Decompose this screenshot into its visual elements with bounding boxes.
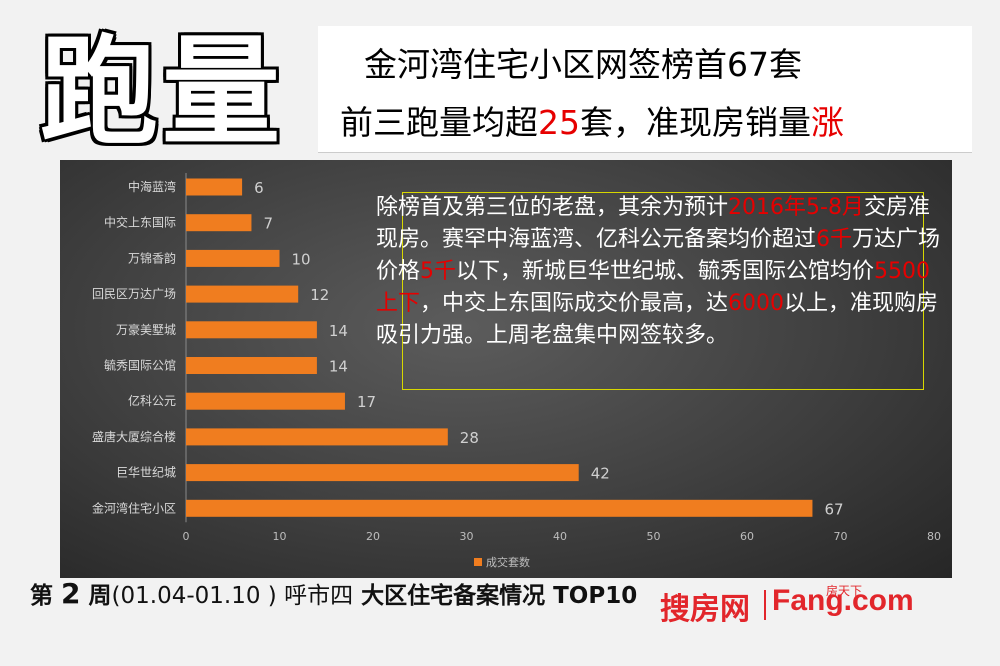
big-title: 跑量 xyxy=(40,23,285,161)
x-tick-label: 20 xyxy=(366,530,380,543)
data-label: 17 xyxy=(357,393,376,411)
headline-2d: 涨 xyxy=(811,103,844,142)
note-p11: 以上，准现购房吸引力强。上周老盘集中网签较多。 xyxy=(376,291,939,348)
headline-box: 金河湾住宅小区网签榜首67套 前三跑量均超25套，准现房销量涨 xyxy=(318,26,972,153)
category-label: 回民区万达广场 xyxy=(92,287,176,301)
caption-city: 呼市四 xyxy=(276,583,354,609)
logo-en: Fang.com xyxy=(772,584,914,617)
headline-2c: 套，准现房销量 xyxy=(580,103,811,142)
bar xyxy=(186,285,299,303)
note-p6: 5千 xyxy=(420,259,457,284)
note-box xyxy=(402,192,924,390)
note-p10: 6000 xyxy=(728,291,785,316)
data-label: 14 xyxy=(329,358,348,376)
bar xyxy=(186,357,317,374)
note-p9: ，中交上东国际成交价最高，达 xyxy=(420,291,729,316)
x-tick-label: 40 xyxy=(553,530,567,543)
bar xyxy=(186,249,280,267)
bar xyxy=(186,499,813,517)
bar xyxy=(186,464,579,482)
note-p8: 5500上下 xyxy=(376,259,931,316)
data-label: 42 xyxy=(591,465,610,483)
data-label: 28 xyxy=(460,429,479,447)
x-tick-label: 80 xyxy=(927,530,941,543)
note-p4: 6千 xyxy=(816,227,853,252)
category-label: 中海蓝湾 xyxy=(128,179,176,194)
bar xyxy=(186,214,252,232)
legend-label: 成交套数 xyxy=(486,555,530,569)
category-label: 万豪美墅城 xyxy=(116,322,176,337)
legend-swatch xyxy=(474,558,482,566)
category-label: 万锦香韵 xyxy=(128,250,176,265)
bar xyxy=(186,428,448,446)
headline-line-2: 前三跑量均超25套，准现房销量涨 xyxy=(340,96,844,144)
x-tick-label: 30 xyxy=(460,530,474,543)
x-tick-label: 50 xyxy=(647,530,661,543)
logo-cn: 搜房网 xyxy=(660,592,750,627)
headline-2b: 25 xyxy=(538,103,580,142)
x-tick-label: 60 xyxy=(740,530,754,543)
caption-num: 2 xyxy=(61,577,81,610)
x-tick-label: 70 xyxy=(834,530,848,543)
category-label: 巨华世纪城 xyxy=(116,466,176,480)
bar xyxy=(186,392,345,410)
note-p1: 除榜首及第三位的老盘，其余为预计 xyxy=(376,195,729,220)
note-p7: 以下，新城巨华世纪城、毓秀国际公馆均价 xyxy=(456,259,875,284)
note-text: 除榜首及第三位的老盘，其余为预计2016年5-8月交房准现房。赛罕中海蓝湾、亿科… xyxy=(376,192,948,352)
logo-small: 房天下 xyxy=(826,584,863,598)
data-label: 10 xyxy=(292,250,311,268)
note-p2: 2016年5-8月 xyxy=(728,195,864,220)
category-label: 中交上东国际 xyxy=(104,215,176,230)
category-label: 亿科公元 xyxy=(128,393,176,408)
caption-mid: 周 xyxy=(88,583,112,609)
logo-separator xyxy=(764,590,766,620)
x-tick-label: 10 xyxy=(273,530,287,543)
data-label: 7 xyxy=(263,215,273,233)
note-p5: 万达广场价格 xyxy=(376,227,941,284)
data-label: 14 xyxy=(329,322,348,340)
bar xyxy=(186,321,317,339)
caption: 第 2 周(01.04-01.10 ) 呼市四 大区住宅备案情况 TOP10 xyxy=(30,576,637,610)
headline-2a: 前三跑量均超 xyxy=(340,103,538,142)
note-p3: 交房准现房。赛罕中海蓝湾、亿科公元备案均价超过 xyxy=(376,195,930,252)
category-label: 毓秀国际公馆 xyxy=(104,358,176,373)
bar xyxy=(186,178,243,196)
data-label: 67 xyxy=(824,500,843,518)
caption-rest: 大区住宅备案情况 TOP10 xyxy=(361,583,638,609)
caption-range: (01.04-01.10 ) xyxy=(111,583,277,609)
data-label: 12 xyxy=(310,286,329,304)
category-label: 盛唐大厦综合楼 xyxy=(92,429,176,444)
x-tick-label: 0 xyxy=(183,530,190,543)
headline-line-1: 金河湾住宅小区网签榜首67套 xyxy=(364,45,802,84)
caption-prefix: 第 xyxy=(30,583,53,609)
data-label: 6 xyxy=(254,179,264,197)
category-label: 金河湾住宅小区 xyxy=(92,500,176,515)
